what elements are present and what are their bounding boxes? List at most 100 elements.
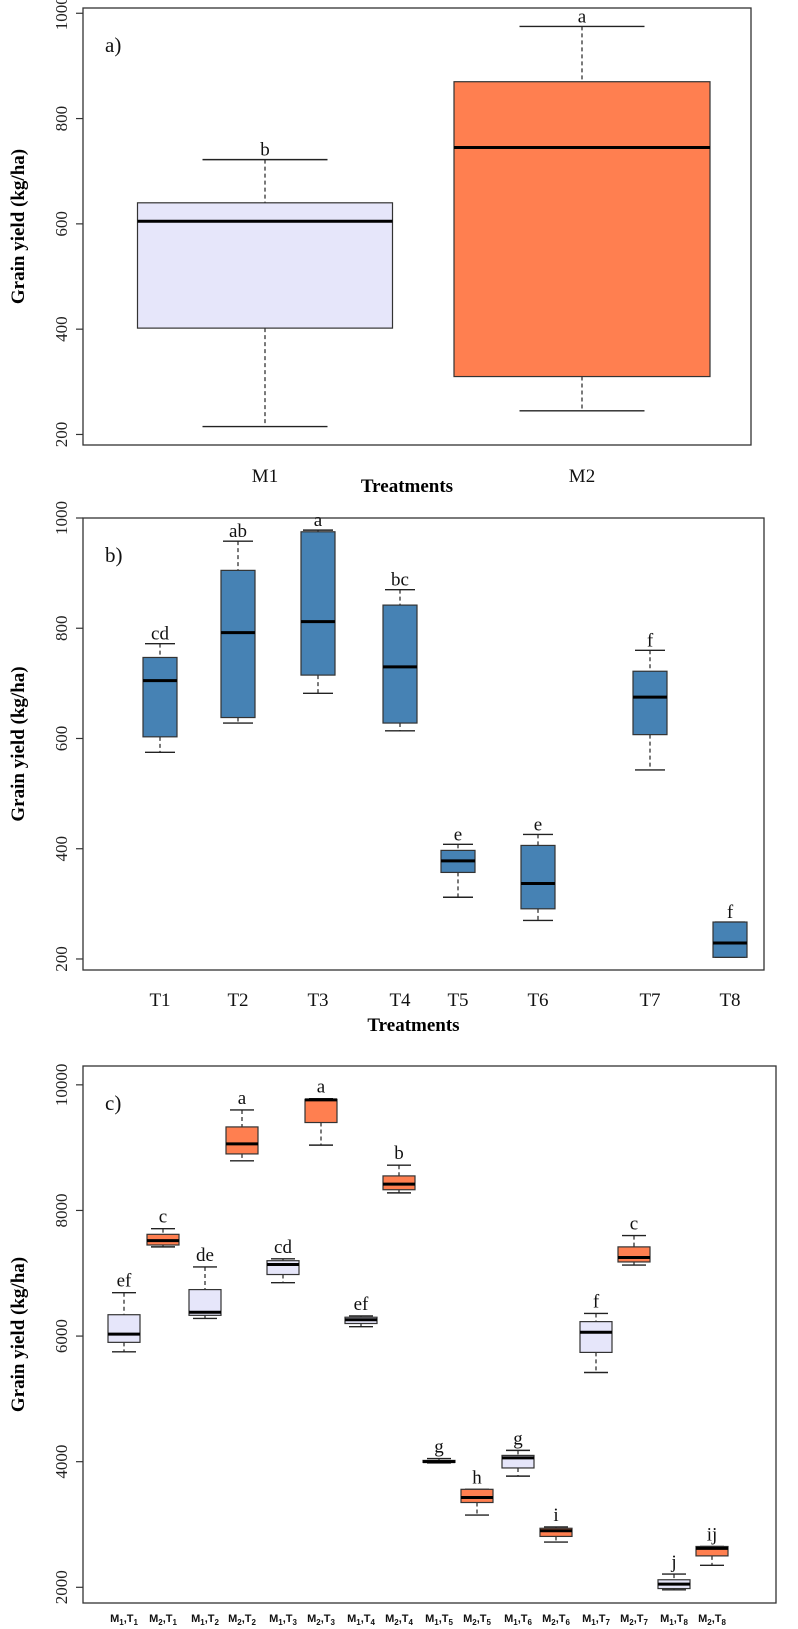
- category-label: M2,T7: [620, 1613, 648, 1627]
- box-iqr: [453, 81, 711, 378]
- significance-letter: ef: [354, 1294, 369, 1315]
- category-label: M1,T1: [110, 1613, 138, 1627]
- box-iqr: [266, 1260, 300, 1276]
- box-group-m2: a: [453, 6, 711, 412]
- significance-letter: c: [159, 1207, 167, 1228]
- box-group-m1-t2: de: [188, 1245, 222, 1320]
- y-tick-label: 1000: [52, 0, 71, 30]
- panel-label: b): [105, 543, 123, 567]
- y-axis-title: Grain yield (kg/ha): [8, 1257, 29, 1412]
- y-tick-label: 10000: [52, 1064, 71, 1107]
- box-group-t2: ab: [220, 521, 256, 724]
- box-group-t5: e: [440, 824, 476, 898]
- significance-letter: g: [513, 1428, 523, 1449]
- y-tick-label: 2000: [52, 1570, 71, 1604]
- y-tick-label: 6000: [52, 1319, 71, 1353]
- category-label: T5: [447, 990, 468, 1011]
- category-label: T7: [639, 990, 660, 1011]
- box-group-m2-t7: c: [617, 1214, 651, 1266]
- box-iqr: [136, 202, 394, 329]
- category-label: M1,T2: [191, 1613, 219, 1627]
- category-label: M2,T3: [307, 1613, 335, 1627]
- box-iqr: [617, 1246, 651, 1263]
- box-iqr: [695, 1545, 729, 1557]
- box-group-m2-t8: ij: [695, 1524, 729, 1567]
- category-label: T2: [227, 990, 248, 1011]
- y-tick-label: 600: [52, 726, 71, 752]
- significance-letter: a: [238, 1088, 247, 1109]
- box-iqr: [107, 1314, 141, 1343]
- panel-c: 2000 4000 6000 8000 10000 Grain yield (kg/ha)…: [8, 1064, 777, 1627]
- category-label: M2,T8: [698, 1613, 726, 1627]
- significance-letter: a: [314, 510, 323, 531]
- box-iqr: [300, 531, 336, 676]
- significance-letter: j: [670, 1552, 676, 1573]
- box-iqr: [712, 921, 748, 958]
- box-group-t6: e: [520, 814, 556, 922]
- box-group-t8: f: [712, 902, 748, 959]
- y-tick-label: 400: [52, 316, 71, 342]
- category-label: T8: [719, 990, 740, 1011]
- y-axis-title: Grain yield (kg/ha): [8, 666, 29, 821]
- x-axis-title: Treatments: [367, 1015, 459, 1036]
- category-label: T1: [149, 990, 170, 1011]
- significance-letter: de: [196, 1245, 214, 1266]
- category-label: M2,T2: [228, 1613, 256, 1627]
- box-group-m1-t5: g: [422, 1437, 456, 1464]
- category-label: M2,T5: [463, 1613, 491, 1627]
- y-tick-label: 600: [52, 211, 71, 237]
- box-group-m1-t1: ef: [107, 1271, 141, 1353]
- x-axis-title: Treatments: [361, 476, 453, 497]
- significance-letter: c: [630, 1214, 638, 1235]
- plot-frame: [82, 517, 765, 971]
- plot-frame: [82, 7, 752, 446]
- significance-letter: a: [578, 6, 587, 27]
- significance-letter: f: [647, 630, 654, 651]
- box-group-m2-t5: h: [460, 1467, 494, 1516]
- box-group-m2-t4: b: [382, 1143, 416, 1194]
- box-iqr: [304, 1098, 338, 1124]
- box-iqr: [220, 569, 256, 719]
- significance-letter: f: [593, 1291, 600, 1312]
- box-iqr: [539, 1527, 573, 1538]
- y-tick-label: 4000: [52, 1445, 71, 1479]
- category-label: M1,T4: [347, 1613, 375, 1627]
- box-group-m1-t7: f: [579, 1291, 613, 1374]
- box-group-m1-t4: ef: [344, 1294, 378, 1328]
- significance-letter: h: [472, 1467, 482, 1488]
- category-label: M1: [252, 466, 278, 487]
- box-iqr: [520, 844, 556, 910]
- significance-letter: b: [260, 140, 270, 161]
- box-iqr: [632, 670, 668, 736]
- category-label: M1,T8: [660, 1613, 688, 1627]
- box-iqr: [225, 1126, 259, 1155]
- y-tick-label: 800: [52, 615, 71, 641]
- y-tick-label: 8000: [52, 1193, 71, 1227]
- y-tick-label: 200: [52, 422, 71, 448]
- box-group-m1-t3: cd: [266, 1237, 300, 1284]
- box-group-m2-t2: a: [225, 1088, 259, 1162]
- category-label: T6: [527, 990, 548, 1011]
- box-group-m2-t3: a: [304, 1077, 338, 1146]
- panel-a: 200 400 600 800 1000 Grain yield (kg/ha) a) Tre…: [8, 0, 752, 497]
- box-group-m1-t8: j: [657, 1552, 691, 1591]
- box-iqr: [382, 604, 418, 724]
- significance-letter: i: [553, 1505, 558, 1526]
- box-group-m1-t6: g: [501, 1428, 535, 1477]
- panel-label: c): [105, 1091, 121, 1115]
- box-group-t1: cd: [142, 624, 178, 753]
- category-label: M1,T6: [504, 1613, 532, 1627]
- significance-letter: cd: [274, 1237, 292, 1258]
- significance-letter: a: [317, 1077, 326, 1098]
- box-group-m2-t6: i: [539, 1505, 573, 1543]
- category-label: M2,T4: [385, 1613, 413, 1627]
- box-group-m1: b: [136, 140, 394, 428]
- significance-letter: e: [454, 824, 462, 845]
- plot-frame: [82, 1065, 777, 1604]
- category-label: T3: [307, 990, 328, 1011]
- significance-letter: e: [534, 814, 542, 835]
- box-group-t7: f: [632, 630, 668, 771]
- box-iqr: [142, 656, 178, 738]
- category-label: M1,T3: [269, 1613, 297, 1627]
